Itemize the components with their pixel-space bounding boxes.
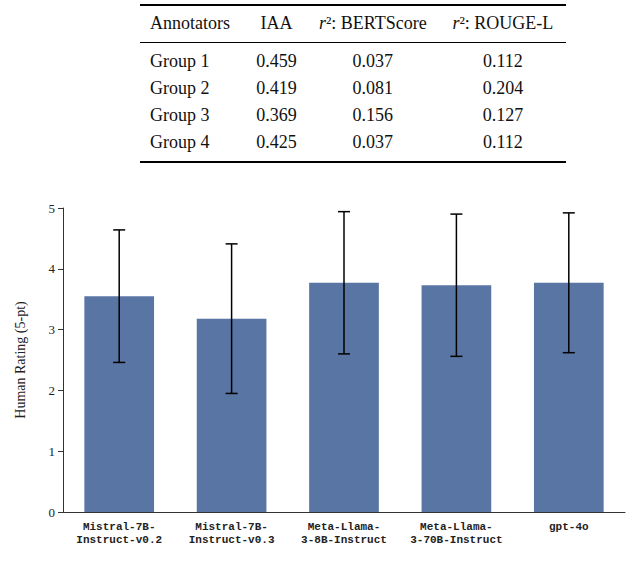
svg-text:5: 5	[49, 201, 56, 216]
svg-text:Meta-Llama-: Meta-Llama-	[420, 521, 493, 533]
html-text:0.425: 0.425	[256, 132, 297, 152]
svg-text:Meta-Llama-: Meta-Llama-	[308, 521, 381, 533]
html-text:r ²: BERTScore: r ²: BERTScore	[319, 13, 427, 33]
html-text:Group 2: Group 2	[150, 78, 210, 98]
html-text:Group 1: Group 1	[150, 51, 210, 71]
html-text:0.127: 0.127	[482, 105, 524, 125]
svg-text:1: 1	[49, 444, 56, 459]
html-text:0.459: 0.459	[256, 51, 297, 71]
svg-text:gpt-4o: gpt-4o	[549, 521, 589, 533]
svg-text:Instruct-v0.2: Instruct-v0.2	[76, 534, 162, 546]
html-text:Group 3: Group 3	[150, 105, 210, 125]
svg-text:3-8B-Instruct: 3-8B-Instruct	[301, 534, 387, 546]
html-text:0.037: 0.037	[352, 51, 394, 71]
svg-text:Human Rating (5-pt): Human Rating (5-pt)	[13, 301, 29, 419]
html-text:0.112: 0.112	[483, 51, 523, 71]
html-text:r ²: ROUGE-L: r ²: ROUGE-L	[452, 13, 554, 33]
svg-text:0: 0	[49, 505, 56, 520]
svg-text:Instruct-v0.3: Instruct-v0.3	[189, 534, 275, 546]
svg-text:3-70B-Instruct: 3-70B-Instruct	[410, 534, 502, 546]
html-text:0.156: 0.156	[352, 105, 394, 125]
html-text:Group 4: Group 4	[150, 132, 210, 152]
svg-text:Mistral-7B-: Mistral-7B-	[195, 521, 268, 533]
svg-text:Mistral-7B-: Mistral-7B-	[83, 521, 156, 533]
html-text:0.204: 0.204	[482, 78, 524, 98]
html-text:0.369: 0.369	[256, 105, 297, 125]
svg-text:3: 3	[49, 322, 56, 337]
svg-text:4: 4	[49, 261, 56, 276]
html-text:Annotators: Annotators	[150, 13, 230, 33]
svg-text:2: 2	[49, 383, 56, 398]
html-text:0.112: 0.112	[483, 132, 523, 152]
html-text:0.081: 0.081	[352, 78, 394, 98]
html-text:0.037: 0.037	[352, 132, 394, 152]
html-text:IAA: IAA	[260, 13, 293, 33]
html-text:0.419: 0.419	[256, 78, 297, 98]
